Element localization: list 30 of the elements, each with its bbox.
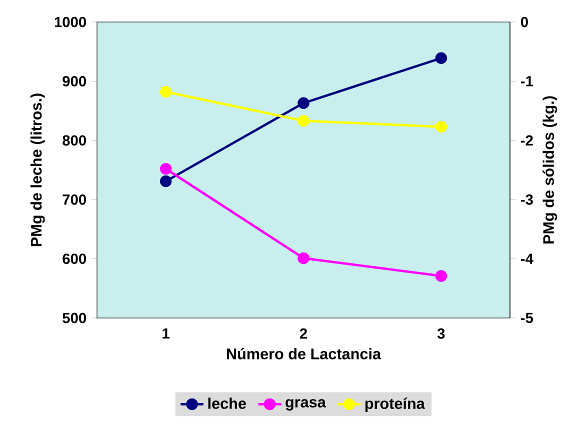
y2-tick-label: -5	[520, 312, 534, 324]
x-axis-title: Número de Lactancia	[226, 348, 382, 360]
y-tick-label: 600	[62, 254, 86, 264]
point	[160, 162, 172, 175]
point	[160, 175, 172, 188]
point	[435, 52, 448, 64]
y2-tick-label: -3	[520, 194, 533, 205]
y-axis-title: PMg de leche (litros.)	[30, 94, 45, 246]
point	[298, 97, 310, 109]
point	[435, 120, 448, 133]
point	[160, 86, 172, 98]
point	[298, 252, 310, 264]
y-tick-label: 800	[62, 135, 86, 146]
legend-label: grasa	[286, 399, 326, 411]
x-tick-label: 1	[162, 328, 170, 338]
y2-tick-label: -1	[520, 76, 534, 86]
point	[298, 114, 310, 127]
y-tick-label: 700	[62, 194, 86, 205]
point	[435, 270, 448, 282]
y2-tick-label: -2	[520, 135, 533, 146]
y2-axis-title: PMg de sólidos (kg.)	[542, 96, 558, 244]
y2-tick-label: 0	[520, 16, 528, 28]
legend-label: proteína	[365, 398, 425, 412]
x-tick-label: 2	[300, 328, 307, 339]
y-tick-label: 1000	[54, 16, 86, 28]
y-tick-label: 500	[62, 312, 86, 324]
y2-tick-label: -4	[520, 254, 534, 264]
legend-label: leche	[208, 398, 246, 409]
x-tick-label: 3	[437, 328, 445, 339]
y-tick-label: 900	[62, 76, 86, 86]
